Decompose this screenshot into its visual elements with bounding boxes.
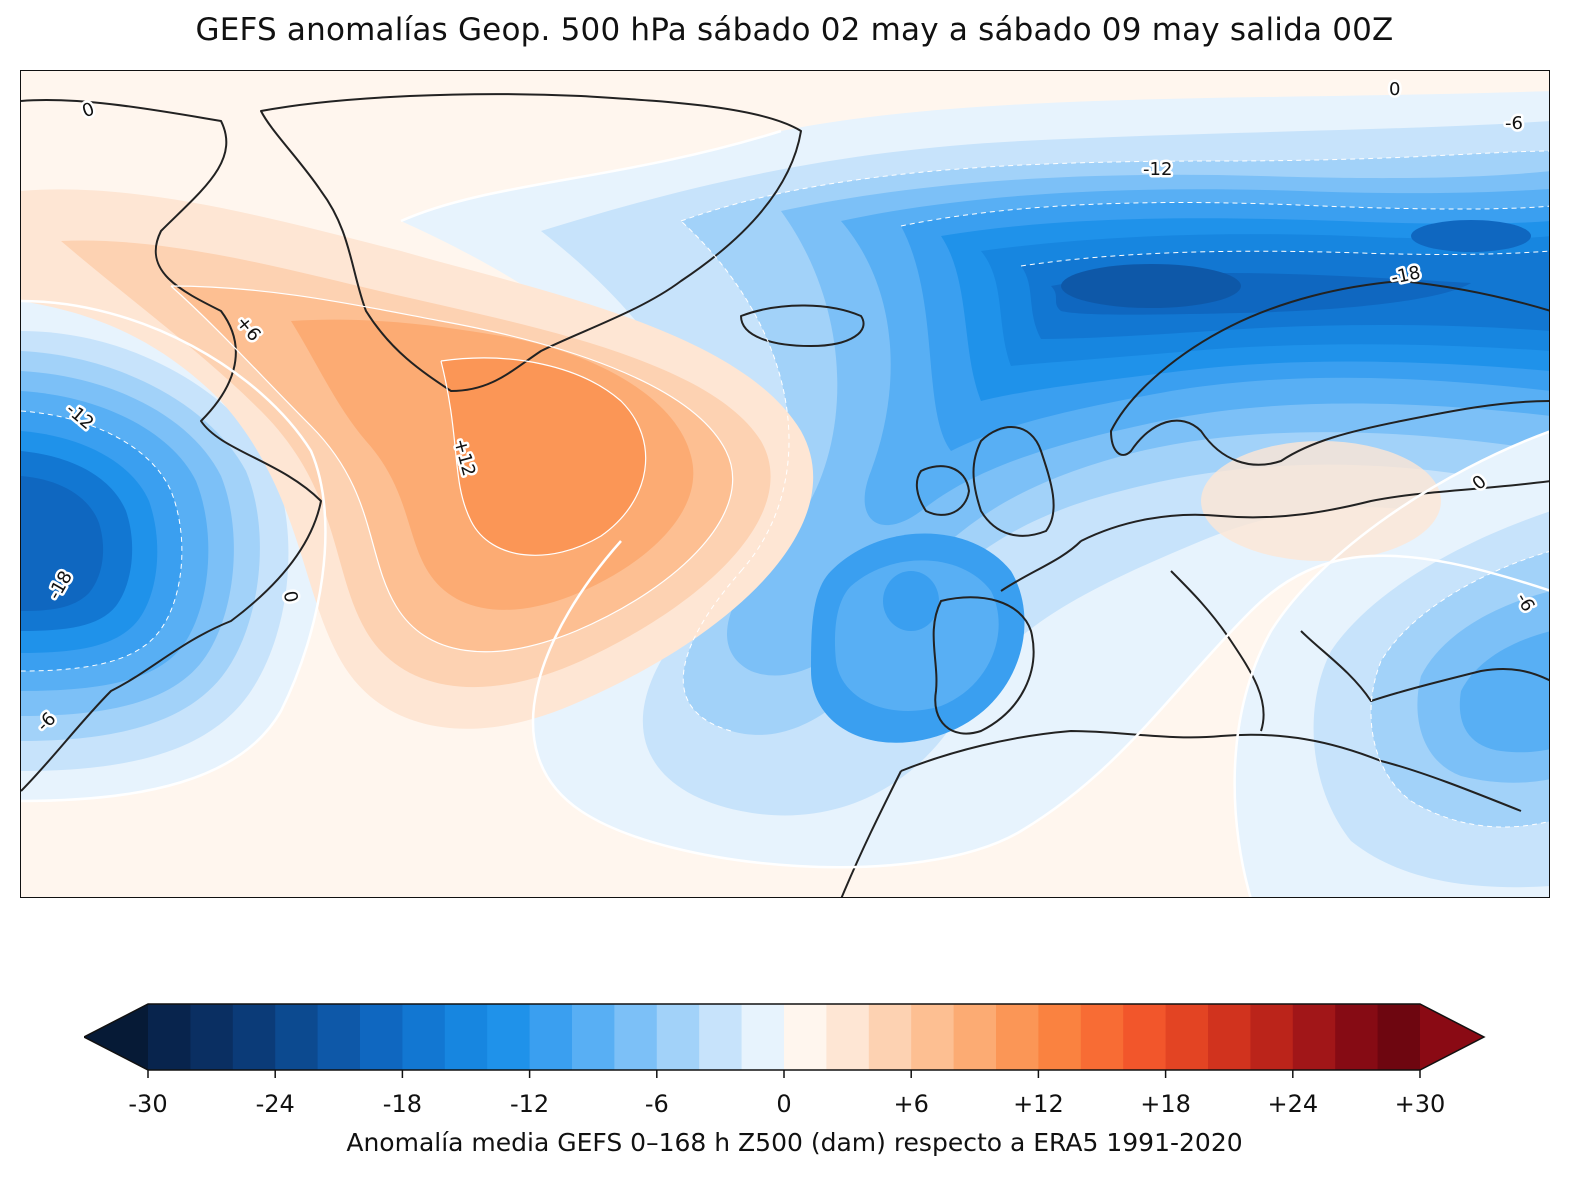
colorbar-cell (656, 1004, 700, 1070)
canada-coast (21, 99, 322, 792)
colorbar-tick-label: -24 (256, 1090, 295, 1118)
ireland-coast (915, 465, 970, 516)
map-title: GEFS anomalías Geop. 500 hPa sábado 02 m… (195, 12, 1394, 48)
colorbar-cell (741, 1004, 785, 1070)
colorbar-cell (275, 1004, 319, 1070)
colorbar-cell (232, 1004, 276, 1070)
colorbar-scale: -30 -24 -18 -12 -6 0 +6 +12 +18 +24 +30 (82, 1003, 1486, 1118)
colorbar-cell (487, 1004, 531, 1070)
map-panel: 0 0 0 0 -6 -6 -6 -12 -12 -18 -18 +6 +12 (20, 70, 1550, 898)
colorbar-tick-label: +30 (1395, 1090, 1446, 1118)
greece-turkey-coast (1300, 630, 1549, 702)
contour-label: -6 (1505, 113, 1523, 134)
colorbar-cell (1335, 1004, 1379, 1070)
positive-area-greenland-5 (441, 357, 646, 556)
colorbar-cell (1038, 1004, 1082, 1070)
colorbar-cell (529, 1004, 573, 1070)
colorbar-cells (148, 1004, 1421, 1070)
colorbar-tick-label: -6 (645, 1090, 669, 1118)
colorbar-cell (1292, 1004, 1336, 1070)
colorbar-tick-label: 0 (776, 1090, 791, 1118)
colorbar-tick-label: +24 (1267, 1090, 1318, 1118)
colorbar-cell (1165, 1004, 1209, 1070)
contour-plus12 (440, 357, 647, 556)
scandinavia-coast (1110, 280, 1549, 466)
negative-centre-scandinavia (1061, 264, 1241, 308)
contour-minus18-north (1020, 250, 1549, 267)
colorbar-cell (996, 1004, 1039, 1070)
colorbar-cell (402, 1004, 446, 1070)
colorbar-cell (572, 1004, 615, 1070)
italy-coast (1170, 570, 1265, 732)
colorbar-tick-label: +18 (1140, 1090, 1191, 1118)
contour-label: 0 (1389, 79, 1400, 100)
colorbar: -30 -24 -18 -12 -6 0 +6 +12 +18 +24 +30 (82, 1000, 1504, 1126)
contour-zero-atlantic (400, 129, 1549, 869)
colorbar-tick-label: +12 (1013, 1090, 1064, 1118)
negative-area-emed-5 (1459, 631, 1549, 753)
negative-centre-barents (1411, 220, 1531, 252)
colorbar-cell (1123, 1004, 1167, 1070)
colorbar-cell (317, 1004, 361, 1070)
colorbar-cell (444, 1004, 488, 1070)
anomaly-shading (21, 91, 1549, 897)
colorbar-cell (1250, 1004, 1294, 1070)
contour-zero-emed (1233, 430, 1549, 897)
colorbar-cell (1208, 1004, 1251, 1070)
contour-minus6-north (680, 150, 1549, 222)
north-africa-coast (900, 730, 1522, 812)
contour-minus6-emed (1370, 551, 1549, 828)
contour-zero-namerica (21, 299, 327, 803)
colorbar-tick-label: -18 (383, 1090, 422, 1118)
contour-minus12-north (900, 202, 1549, 227)
contour-lines (21, 129, 1549, 897)
coastlines (21, 93, 1549, 897)
colorbar-cell (190, 1004, 234, 1070)
colorbar-cell (953, 1004, 997, 1070)
positive-area-ceurope (1201, 441, 1441, 561)
greenland-coast (260, 93, 802, 392)
colorbar-cell (614, 1004, 658, 1070)
colorbar-cell (148, 1004, 191, 1070)
negative-area-namerica-9 (21, 476, 104, 611)
colorbar-extend-under (84, 1004, 148, 1070)
colorbar-cell (1377, 1004, 1421, 1070)
colorbar-cell (699, 1004, 743, 1070)
colorbar-cell (911, 1004, 955, 1070)
colorbar-cell (1080, 1004, 1124, 1070)
contour-minus6-iberia (680, 220, 790, 732)
colorbar-label: Anomalía media GEFS 0–168 h Z500 (dam) r… (346, 1128, 1243, 1157)
colorbar-tick-label: -12 (510, 1090, 549, 1118)
colorbar-cell (784, 1004, 827, 1070)
europe-coast (932, 480, 1549, 735)
west-africa-coast (840, 770, 902, 897)
negative-centre-iberia (883, 571, 939, 631)
colorbar-tick-label: -30 (128, 1090, 167, 1118)
colorbar-cell (360, 1004, 403, 1070)
colorbar-tick-label: +6 (894, 1090, 929, 1118)
iceland-coast (740, 304, 865, 347)
colorbar-cell (868, 1004, 912, 1070)
colorbar-cell (826, 1004, 870, 1070)
uk-coast (972, 426, 1055, 537)
anomaly-map: 0 0 0 0 -6 -6 -6 -12 -12 -18 -18 +6 +12 (21, 71, 1549, 897)
colorbar-ticks: -30 -24 -18 -12 -6 0 +6 +12 +18 +24 +30 (128, 1070, 1445, 1118)
contour-label: -12 (1143, 159, 1172, 180)
contour-minus12-namerica (21, 410, 183, 672)
contour-plus6 (170, 285, 734, 653)
colorbar-extend-over (1420, 1004, 1484, 1070)
